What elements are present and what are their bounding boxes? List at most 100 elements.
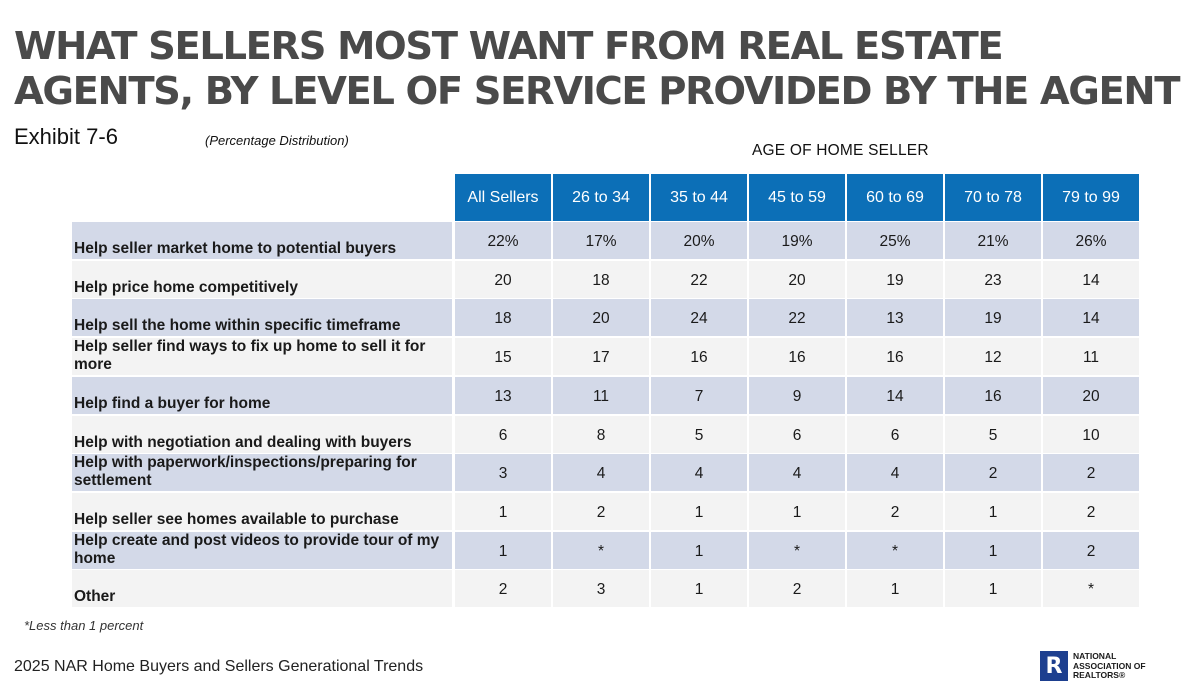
table-row: Help seller see homes available to purch…	[72, 492, 1139, 530]
table-cell: 1	[455, 492, 551, 530]
table-cell: 21%	[945, 222, 1041, 259]
table-cell: 2	[455, 570, 551, 608]
table-row: Help with negotiation and dealing with b…	[72, 415, 1139, 453]
table-cell: 14	[1043, 260, 1139, 298]
table-cell: 6	[749, 415, 845, 453]
title-line-1: WHAT SELLERS MOST WANT FROM REAL ESTATE	[14, 24, 1004, 69]
table-cell: 19	[847, 260, 943, 298]
table-cell: *	[553, 531, 649, 569]
table-cell: 20	[1043, 376, 1139, 414]
table-row: Help find a buyer for home 13 11 7 9 14 16 20	[72, 376, 1139, 414]
footnote: *Less than 1 percent	[24, 618, 144, 633]
table-cell: 26%	[1043, 222, 1139, 259]
row-label-cell: Help seller see homes available to purch…	[72, 492, 452, 530]
table-cell: 4	[651, 454, 747, 492]
column-group-header: AGE OF HOME SELLER	[752, 142, 929, 159]
column-header: 35 to 44	[651, 174, 747, 221]
row-label-cell: Help find a buyer for home	[72, 376, 452, 414]
row-label-cell: Help seller find ways to fix up home to …	[72, 338, 452, 376]
table-cell: 2	[553, 492, 649, 530]
logo-text: NATIONAL ASSOCIATION OF REALTORS®	[1073, 651, 1146, 680]
row-label-cell: Help seller market home to potential buy…	[72, 222, 452, 259]
title-line-2: AGENTS, BY LEVEL OF SERVICE PROVIDED BY …	[14, 69, 1180, 114]
row-label-cell: Help create and post videos to provide t…	[72, 531, 452, 569]
table-row: Help seller find ways to fix up home to …	[72, 338, 1139, 376]
column-header: All Sellers	[455, 174, 551, 221]
table-row: Other 2 3 1 2 1 1 *	[72, 570, 1139, 608]
row-label-cell: Help price home competitively	[72, 260, 452, 298]
distribution-note: (Percentage Distribution)	[205, 133, 349, 148]
table-cell: 20	[749, 260, 845, 298]
table-cell: 11	[553, 376, 649, 414]
table-cell: 16	[847, 338, 943, 376]
row-label: Help price home competitively	[74, 278, 298, 296]
table-cell: 14	[847, 376, 943, 414]
table-cell: 25%	[847, 222, 943, 259]
table-cell: 9	[749, 376, 845, 414]
table-cell: *	[749, 531, 845, 569]
table-cell: 1	[455, 531, 551, 569]
table-cell: 2	[847, 492, 943, 530]
table-cell: 24	[651, 299, 747, 337]
row-label: Help seller market home to potential buy…	[74, 240, 397, 257]
table-cell: 5	[651, 415, 747, 453]
row-label-cell: Help with paperwork/inspections/preparin…	[72, 454, 452, 492]
table-cell: 11	[1043, 338, 1139, 376]
table-cell: 16	[945, 376, 1041, 414]
table-cell: 2	[1043, 454, 1139, 492]
table-cell: 19%	[749, 222, 845, 259]
realtor-r-icon: R	[1040, 651, 1068, 681]
table-row: Help create and post videos to provide t…	[72, 531, 1139, 569]
table-cell: *	[1043, 570, 1139, 608]
table-cell: 20	[553, 299, 649, 337]
table-cell: 2	[749, 570, 845, 608]
column-header: 70 to 78	[945, 174, 1041, 221]
table-cell: 8	[553, 415, 649, 453]
table-cell: 3	[455, 454, 551, 492]
page-title: WHAT SELLERS MOST WANT FROM REAL ESTATE …	[14, 24, 1200, 114]
row-label: Help seller see homes available to purch…	[74, 510, 399, 528]
table-cell: 22	[749, 299, 845, 337]
column-header: 45 to 59	[749, 174, 845, 221]
row-label: Help create and post videos to provide t…	[74, 531, 440, 567]
table-cell: 5	[945, 415, 1041, 453]
row-label: Help sell the home within specific timef…	[74, 317, 401, 335]
table-cell: 6	[847, 415, 943, 453]
table-cell: 18	[455, 299, 551, 337]
table-cell: 20	[455, 260, 551, 298]
table-cell: 23	[945, 260, 1041, 298]
table-cell: 1	[651, 492, 747, 530]
table-cell: 1	[651, 531, 747, 569]
table-cell: 13	[847, 299, 943, 337]
row-label-cell: Other	[72, 570, 452, 608]
row-label: Help seller find ways to fix up home to …	[74, 338, 426, 374]
row-label-cell: Help sell the home within specific timef…	[72, 299, 452, 337]
exhibit-label: Exhibit 7-6	[14, 124, 118, 149]
table-cell: 13	[455, 376, 551, 414]
table-cell: 6	[455, 415, 551, 453]
table-cell: 7	[651, 376, 747, 414]
row-label-cell: Help with negotiation and dealing with b…	[72, 415, 452, 453]
table-cell: 4	[553, 454, 649, 492]
nar-logo: R NATIONAL ASSOCIATION OF REALTORS®	[1040, 651, 1170, 683]
table-cell: 14	[1043, 299, 1139, 337]
row-label: Help find a buyer for home	[74, 394, 271, 412]
table-cell: 19	[945, 299, 1041, 337]
column-header: 79 to 99	[1043, 174, 1139, 221]
column-header: 26 to 34	[553, 174, 649, 221]
source-label: 2025 NAR Home Buyers and Sellers Generat…	[14, 658, 424, 675]
table-cell: 22	[651, 260, 747, 298]
table-cell: 2	[945, 454, 1041, 492]
row-label: Help with paperwork/inspections/preparin…	[74, 454, 417, 490]
table-cell: 17%	[553, 222, 649, 259]
table-cell: 1	[749, 492, 845, 530]
table-cell: 4	[749, 454, 845, 492]
table-cell: 22%	[455, 222, 551, 259]
table-cell: 2	[1043, 492, 1139, 530]
table-cell: 10	[1043, 415, 1139, 453]
table-cell: 17	[553, 338, 649, 376]
table-cell: 18	[553, 260, 649, 298]
table-row: Help with paperwork/inspections/preparin…	[72, 454, 1139, 492]
table-cell: 15	[455, 338, 551, 376]
table-cell: 12	[945, 338, 1041, 376]
